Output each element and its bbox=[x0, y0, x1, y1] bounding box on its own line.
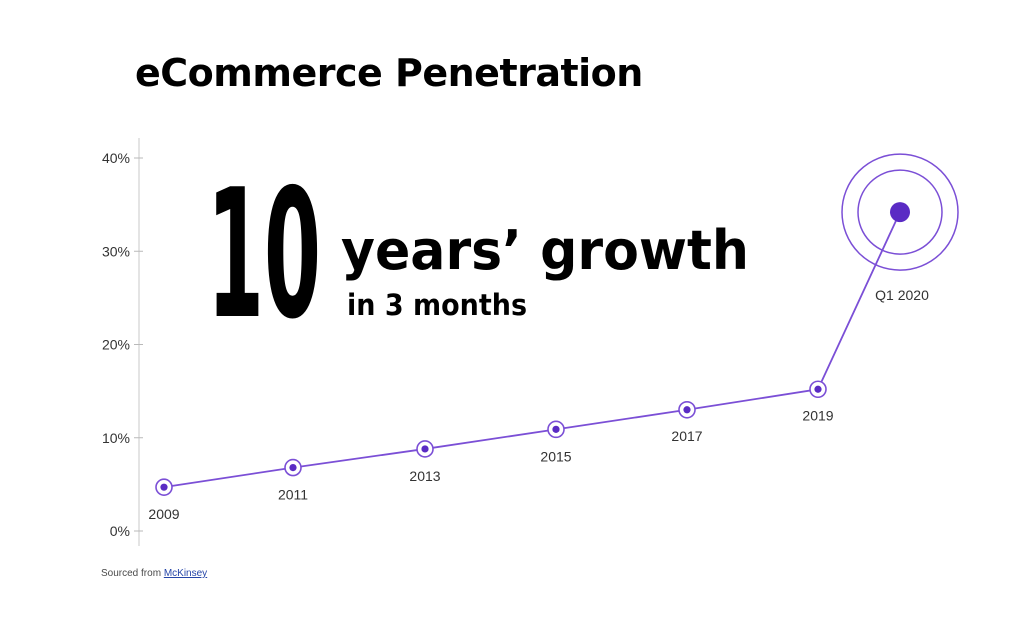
data-point bbox=[683, 406, 691, 414]
point-label: 2015 bbox=[540, 448, 571, 464]
highlight-ring-outer bbox=[841, 153, 959, 271]
data-points: 2009 2011 2013 2015 2017 2019 Q1 2020 bbox=[148, 153, 959, 522]
headline-text: years’ growth bbox=[341, 219, 749, 282]
source-note: Sourced from McKinsey bbox=[101, 568, 207, 579]
point-label: 2011 bbox=[278, 487, 308, 503]
point-label: 2013 bbox=[409, 468, 440, 484]
data-point bbox=[160, 483, 168, 491]
source-prefix: Sourced from bbox=[101, 568, 164, 579]
y-tick-label: 10% bbox=[102, 430, 130, 446]
source-link[interactable]: McKinsey bbox=[163, 568, 208, 579]
headline-number: 10 bbox=[207, 151, 321, 358]
y-tick-label: 0% bbox=[110, 523, 130, 539]
highlight-ring-inner bbox=[857, 169, 943, 255]
point-label: 2009 bbox=[148, 506, 179, 522]
data-point bbox=[552, 425, 560, 433]
y-tick-label: 20% bbox=[102, 337, 130, 353]
point-label: 2017 bbox=[671, 428, 702, 444]
chart-title: eCommerce Penetration bbox=[135, 51, 643, 95]
data-point bbox=[814, 385, 822, 393]
point-label: 2019 bbox=[802, 407, 833, 423]
y-axis: 0% 10% 20% 30% 40% bbox=[102, 138, 143, 546]
data-point bbox=[421, 445, 429, 453]
data-point bbox=[890, 202, 910, 223]
headline: 10 years’ growth in 3 months bbox=[207, 151, 749, 358]
point-label: Q1 2020 bbox=[875, 287, 929, 303]
data-point bbox=[289, 463, 297, 472]
headline-subtext: in 3 months bbox=[347, 288, 527, 322]
y-tick-label: 40% bbox=[102, 150, 130, 166]
y-tick-label: 30% bbox=[102, 243, 130, 259]
